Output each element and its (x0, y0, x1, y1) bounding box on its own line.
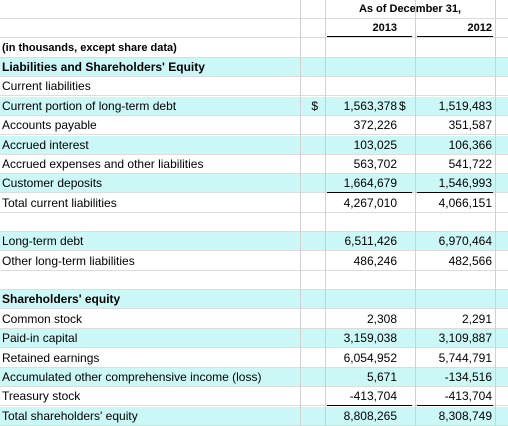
table-row: Current portion of long-term debt $1,563,… (0, 96, 508, 116)
underline (327, 36, 412, 38)
row-label: Common stock (2, 311, 83, 326)
value-2012: 3,109,887 (438, 331, 492, 346)
table-row: Paid-in capital 3,159,038 3,109,887 (0, 329, 508, 349)
row-label: Shareholders' equity (2, 292, 121, 307)
value-2012: 1,519,483 (438, 98, 492, 113)
table-row: (in thousands, except share data) (0, 39, 508, 58)
underline (327, 192, 412, 194)
value-2013: 2,308 (366, 311, 397, 326)
column-line (495, 0, 496, 426)
table-row: Common stock 2,308 2,291 (0, 310, 508, 329)
value-2013: 3,159,038 (343, 331, 397, 346)
row-label: Total shareholders' equity (2, 408, 138, 423)
row-label: Current liabilities (2, 79, 91, 94)
table-row: Long-term debt 6,511,426 6,970,464 (0, 232, 508, 252)
value-2012: 541,722 (448, 156, 492, 171)
table-row: Total shareholders' equity 8,808,265 8,308… (0, 406, 508, 426)
value-2012: 351,587 (448, 118, 492, 133)
underline (327, 405, 412, 407)
value-2012: 4,066,151 (438, 195, 492, 210)
value-2012: 5,744,791 (438, 350, 492, 365)
value-2012: 6,970,464 (438, 234, 492, 249)
currency: $ (311, 98, 318, 113)
value-2012: 1,546,993 (438, 176, 492, 191)
year: 2012 (467, 22, 492, 35)
table-row: Liabilities and Shareholders' Equity (0, 58, 508, 78)
column-line (325, 0, 326, 426)
value-2013: 8,808,265 (343, 408, 397, 423)
header-row: As of December 31, (0, 0, 508, 19)
value-2013: 486,246 (353, 253, 397, 268)
column-line (415, 0, 416, 426)
row-label: Liabilities and Shareholders' Equity (2, 60, 205, 75)
table-row: Accumulated other comprehensive income (… (0, 367, 508, 387)
value-2012: -413,704 (444, 389, 492, 404)
currency: $ (399, 98, 406, 113)
table-row: Accrued expenses and other liabilities 56… (0, 155, 508, 174)
value-2013: 563,702 (353, 156, 397, 171)
year: 2013 (372, 22, 397, 35)
value-2013: 5,671 (366, 369, 397, 384)
table-row (0, 213, 508, 232)
table-row: Treasury stock -413,704 -413,704 (0, 387, 508, 407)
value-2012: 8,308,749 (438, 408, 492, 423)
value-2013: 372,226 (353, 118, 397, 133)
row-label: Paid-in capital (2, 331, 78, 346)
row-label: Current portion of long-term debt (2, 98, 177, 113)
underline (417, 405, 493, 407)
table-row: Total current liabilities 4,267,010 4,066,… (0, 194, 508, 213)
row-label: (in thousands, except share data) (2, 41, 177, 54)
header-title: As of December 31, (358, 3, 462, 15)
value-2013: 6,511,426 (344, 234, 398, 249)
column-line (300, 0, 301, 426)
row-label: Total current liabilities (2, 195, 117, 210)
row-label: Accumulated other comprehensive income (… (2, 369, 262, 384)
row-label: Accounts payable (2, 118, 97, 133)
value-2013: 1,563,378 (343, 98, 397, 113)
row-label: Accrued expenses and other liabilities (2, 156, 204, 171)
row-label: Long-term debt (2, 234, 84, 249)
table-row: Accrued interest 103,025 106,366 (0, 135, 508, 155)
value-2013: 103,025 (353, 137, 397, 152)
value-2012: 482,566 (448, 253, 492, 268)
value-2012: 106,366 (448, 137, 492, 152)
value-2013: 1,664,679 (343, 176, 397, 191)
underline (417, 192, 493, 194)
row-label: Customer deposits (2, 176, 103, 191)
value-2013: 6,054,952 (343, 350, 397, 365)
underline (417, 36, 493, 38)
year-row: 2013 2012 (0, 19, 508, 39)
table-row: Retained earnings 6,054,952 5,744,791 (0, 349, 508, 368)
value-2013: 4,267,010 (343, 195, 397, 210)
table-row: Accounts payable 372,226 351,587 (0, 116, 508, 136)
table-row: Customer deposits 1,664,679 1,546,993 (0, 174, 508, 194)
value-2012: 2,291 (461, 311, 492, 326)
value-2012: -134,516 (444, 369, 492, 384)
row-label: Retained earnings (2, 350, 100, 365)
table-row: Shareholders' equity (0, 290, 508, 310)
row-label: Other long-term liabilities (2, 253, 135, 268)
table-row: Current liabilities (0, 77, 508, 97)
table-row (0, 271, 508, 291)
table-row: Other long-term liabilities 486,246 482,56… (0, 252, 508, 271)
row-label: Treasury stock (2, 389, 81, 404)
row-label: Accrued interest (2, 137, 89, 152)
value-2013: -413,704 (349, 389, 397, 404)
